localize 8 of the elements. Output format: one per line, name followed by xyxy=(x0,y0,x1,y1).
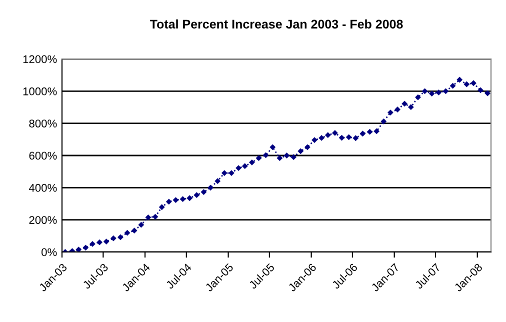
y-tick-label: 400% xyxy=(28,184,57,192)
chart-title: Total Percent Increase Jan 2003 - Feb 2008 xyxy=(150,19,403,29)
y-tick-label: 200% xyxy=(29,216,57,224)
y-tick-label: 1200% xyxy=(23,55,57,64)
y-tick-label: 600% xyxy=(29,152,57,160)
y-tick-label: 0% xyxy=(42,248,57,256)
y-tick-label: 1000% xyxy=(23,87,57,96)
y-tick-label: 800% xyxy=(29,120,57,128)
